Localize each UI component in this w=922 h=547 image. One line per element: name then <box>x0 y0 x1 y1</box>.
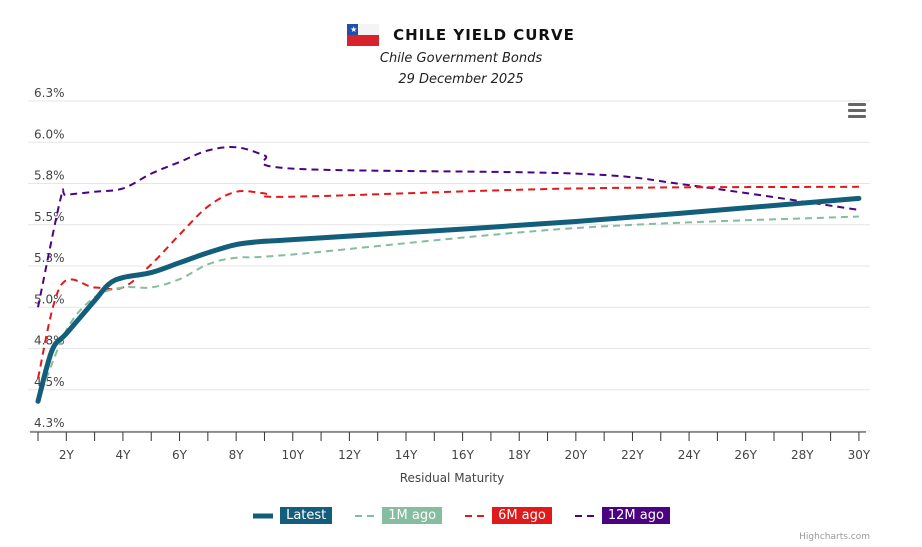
x-tick-label: 24Y <box>678 448 701 462</box>
chile-flag-icon: ★ <box>347 24 380 46</box>
legend-label: Latest <box>280 507 333 524</box>
legend-label: 1M ago <box>382 507 443 524</box>
x-tick-label: 30Y <box>848 448 871 462</box>
chart-menu-button[interactable] <box>848 103 866 119</box>
legend-symbol <box>574 514 595 517</box>
x-tick-label: 16Y <box>451 448 474 462</box>
x-tick-label: 26Y <box>734 448 757 462</box>
chart-title-text: CHILE YIELD CURVE <box>393 26 575 44</box>
series-line-12m-ago <box>37 146 860 308</box>
legend-symbol <box>355 514 376 517</box>
x-tick-label: 4Y <box>115 448 131 462</box>
legend-item-6m-ago[interactable]: 6M ago <box>464 507 552 524</box>
legend-label: 6M ago <box>492 507 552 524</box>
y-tick-label: 4.3% <box>34 416 65 430</box>
x-tick-label: 8Y <box>229 448 245 462</box>
chart-subtitle: Chile Government Bonds <box>379 51 543 66</box>
legend: Latest 1M ago 6M ago 12M ago <box>0 507 922 524</box>
x-tick-label: 10Y <box>281 448 304 462</box>
legend-item-latest[interactable]: Latest <box>252 507 333 524</box>
series-line-latest <box>35 195 862 404</box>
y-tick-label: 5.3% <box>34 251 65 265</box>
y-tick-label: 6.3% <box>34 86 65 100</box>
x-tick-label: 6Y <box>172 448 188 462</box>
y-tick-label: 6.0% <box>34 127 65 141</box>
y-tick-label: 5.5% <box>34 210 65 224</box>
x-axis-title: Residual Maturity <box>400 471 505 485</box>
x-tick-label: 22Y <box>621 448 644 462</box>
legend-symbol <box>465 514 486 517</box>
chart-title: ★ CHILE YIELD CURVE <box>0 24 922 50</box>
x-tick-label: 2Y <box>59 448 75 462</box>
legend-label: 12M ago <box>601 507 670 524</box>
x-tick-label: 12Y <box>338 448 361 462</box>
series-line-1m-ago <box>37 215 859 402</box>
x-tick-label: 18Y <box>508 448 531 462</box>
highcharts-credit[interactable]: Highcharts.com <box>799 532 870 542</box>
x-tick-label: 20Y <box>565 448 588 462</box>
y-tick-label: 5.8% <box>34 169 65 183</box>
x-tick-label: 28Y <box>791 448 814 462</box>
series-line-6m-ago <box>37 185 859 379</box>
legend-item-1m-ago[interactable]: 1M ago <box>354 507 443 524</box>
legend-symbol <box>253 513 274 518</box>
legend-item-12m-ago[interactable]: 12M ago <box>574 507 670 524</box>
chart-date: 29 December 2025 <box>398 72 524 87</box>
x-tick-label: 14Y <box>395 448 418 462</box>
